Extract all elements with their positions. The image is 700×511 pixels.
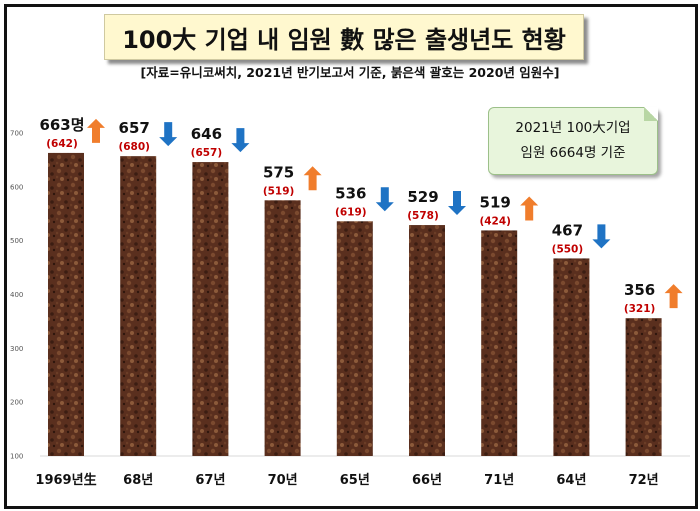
value-label: 356 (624, 281, 655, 299)
value-label: 646 (191, 125, 222, 143)
value-label: 536 (335, 184, 366, 202)
down-arrow-icon (448, 191, 466, 216)
y-tick-label: 300 (10, 345, 23, 353)
bar (409, 225, 445, 456)
chart-title: 100大 기업 내 임원 數 많은 출생년도 현황 (104, 14, 584, 60)
previous-value-label: (321) (624, 303, 656, 315)
value-label: 529 (407, 188, 438, 206)
category-label: 71년 (484, 473, 514, 488)
y-tick-label: 100 (10, 453, 23, 461)
category-label: 66년 (412, 473, 442, 488)
category-label: 68년 (123, 473, 153, 488)
bar (192, 162, 229, 456)
info-line-1: 2021년 100大기업 (515, 120, 631, 136)
down-arrow-icon (375, 187, 394, 212)
value-label: 657 (119, 119, 150, 137)
up-arrow-icon (520, 196, 539, 221)
down-arrow-icon (159, 122, 178, 147)
info-box: 2021년 100大기업 임원 6664명 기준 (488, 107, 658, 175)
down-arrow-icon (231, 128, 250, 153)
previous-value-label: (680) (118, 141, 150, 153)
y-tick-label: 500 (10, 237, 23, 245)
previous-value-label: (578) (407, 210, 439, 222)
value-label: 663명 (39, 116, 84, 134)
previous-value-label: (550) (552, 243, 584, 255)
category-label: 1969년生 (35, 472, 96, 488)
value-label: 575 (263, 163, 294, 181)
info-line-2: 임원 6664명 기준 (520, 145, 626, 161)
bar (48, 152, 84, 456)
value-label: 519 (480, 193, 511, 211)
y-tick-label: 200 (10, 399, 23, 407)
bar (336, 221, 373, 456)
previous-value-label: (642) (46, 138, 78, 150)
y-tick-label: 600 (10, 183, 23, 191)
up-arrow-icon (87, 118, 105, 143)
chart-subtitle: [자료=유니코써치, 2021년 반기보고서 기준, 붉은색 괄호는 2020년… (140, 65, 560, 80)
previous-value-label: (519) (263, 185, 295, 197)
category-label: 72년 (629, 473, 659, 488)
y-tick-label: 700 (10, 130, 23, 138)
bar (625, 318, 662, 456)
bar (120, 156, 157, 457)
category-label: 64년 (556, 473, 586, 488)
up-arrow-icon (664, 284, 683, 309)
bar (481, 230, 518, 456)
category-label: 67년 (195, 473, 225, 488)
category-label: 70년 (268, 473, 298, 488)
label-group: 1969년生 663명 (642) 68년 657 (680) 67년 646 (657) 70년… (35, 116, 683, 488)
previous-value-label: (657) (191, 147, 223, 159)
y-tick-label: 400 (10, 291, 23, 299)
bar (264, 200, 301, 456)
category-label: 65년 (340, 473, 370, 488)
value-label: 467 (552, 221, 583, 239)
bar-group (48, 152, 662, 457)
down-arrow-icon (592, 224, 611, 249)
bar (553, 258, 590, 456)
y-axis: 100 200 300 400 500 600 700 (10, 130, 23, 461)
previous-value-label: (424) (479, 215, 511, 227)
previous-value-label: (619) (335, 206, 367, 218)
up-arrow-icon (303, 166, 322, 191)
